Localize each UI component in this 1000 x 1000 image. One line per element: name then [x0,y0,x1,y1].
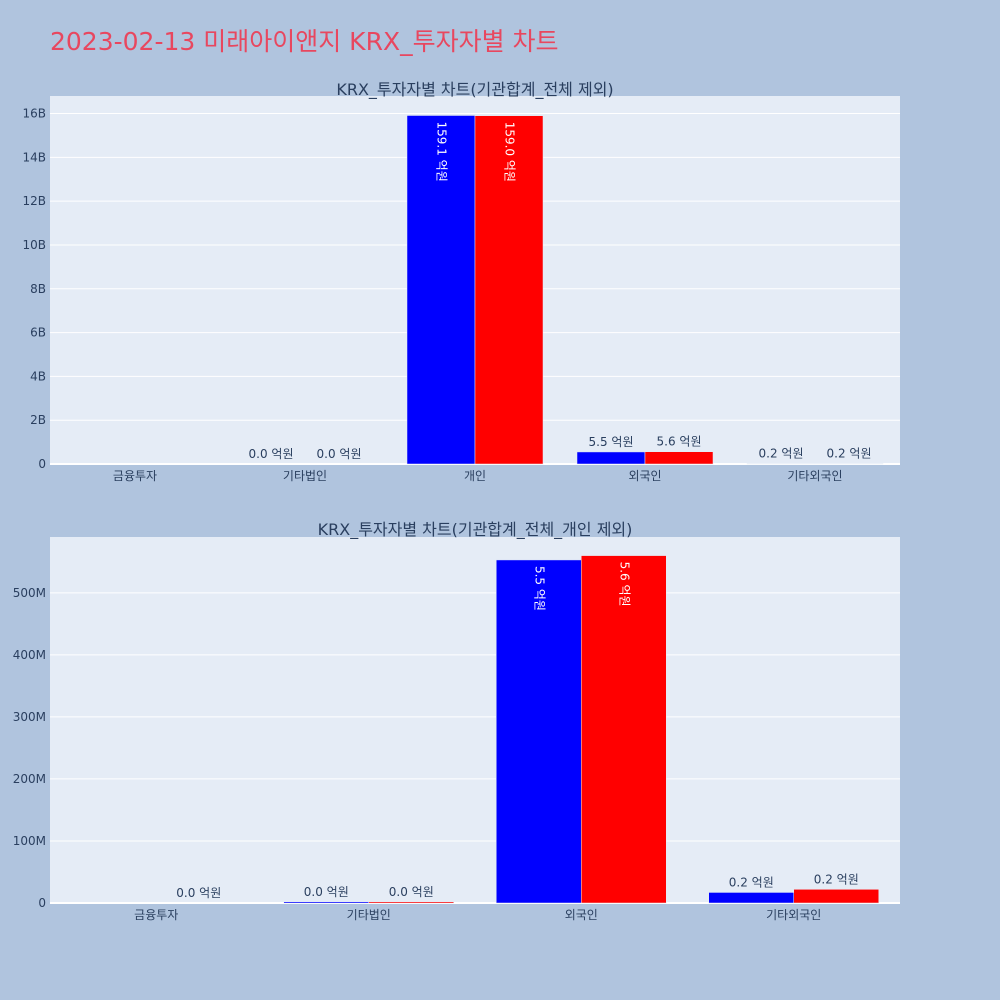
y-tick-label: 2B [30,413,46,427]
y-tick-label: 14B [22,150,46,164]
bar-label: 0.0 억원 [249,447,294,461]
bar [283,901,369,904]
bar-label: 5.6 억원 [617,562,631,607]
chart-investor-excl-institution: 0 2B 4B 6B 8B 10B 12B 14B 16B KRX_투자자별 차트(기관합계_전체… [22,80,900,483]
bar-label: 159.0 억원 [503,122,517,182]
y-tick-label: 4B [30,369,46,383]
x-tick-label: 기타외국인 [766,908,821,922]
y-tick-label: 6B [30,326,46,340]
x-tick-label: 개인 [464,469,486,483]
x-tick-label: 금융투자 [134,908,178,922]
x-tick-label: 기타법인 [347,908,391,922]
y-tick-label: 100M [13,834,46,848]
bar-label: 0.2 억원 [814,872,859,886]
bar-label: 0.0 억원 [176,886,221,900]
x-tick-label: 외국인 [628,469,661,483]
bar-label: 0.2 억원 [729,875,774,889]
y-tick-label: 400M [13,648,46,662]
bar [406,115,476,465]
bar-label: 0.0 억원 [317,447,362,461]
y-tick-label: 300M [13,710,46,724]
bar [581,555,667,904]
y-tick-label: 0 [38,457,46,471]
bar [644,451,714,465]
chart-title: KRX_투자자별 차트(기관합계_전체 제외) [336,80,613,100]
bar-label: 5.6 억원 [657,435,702,449]
x-tick-label: 기타외국인 [787,469,842,483]
bar-label: 0.2 억원 [759,447,804,461]
y-tick-label: 10B [22,238,46,252]
bar-label: 159.1 억원 [435,121,449,181]
page-title: 2023-02-13 미래아이앤지 KRX_투자자별 차트 [50,27,559,56]
bar-label: 0.2 억원 [827,447,872,461]
bar [474,115,544,465]
x-tick-label: 외국인 [565,908,598,922]
y-tick-label: 200M [13,772,46,786]
bar-label: 0.0 억원 [304,885,349,899]
y-tick-label: 8B [30,282,46,296]
bar-label: 5.5 억원 [532,566,546,611]
x-tick-label: 기타법인 [283,469,327,483]
bar [708,892,794,904]
y-tick-label: 500M [13,586,46,600]
x-tick-label: 금융투자 [113,469,157,483]
bar-label: 5.5 억원 [589,435,634,449]
plot-area [50,537,900,903]
bar-label: 0.0 억원 [389,885,434,899]
y-tick-label: 0 [38,896,46,910]
bar [496,559,582,904]
y-tick-label: 16B [22,107,46,121]
y-tick-label: 12B [22,194,46,208]
chart-title: KRX_투자자별 차트(기관합계_전체_개인 제외) [318,520,633,540]
bar [368,901,454,904]
bar [793,889,879,904]
